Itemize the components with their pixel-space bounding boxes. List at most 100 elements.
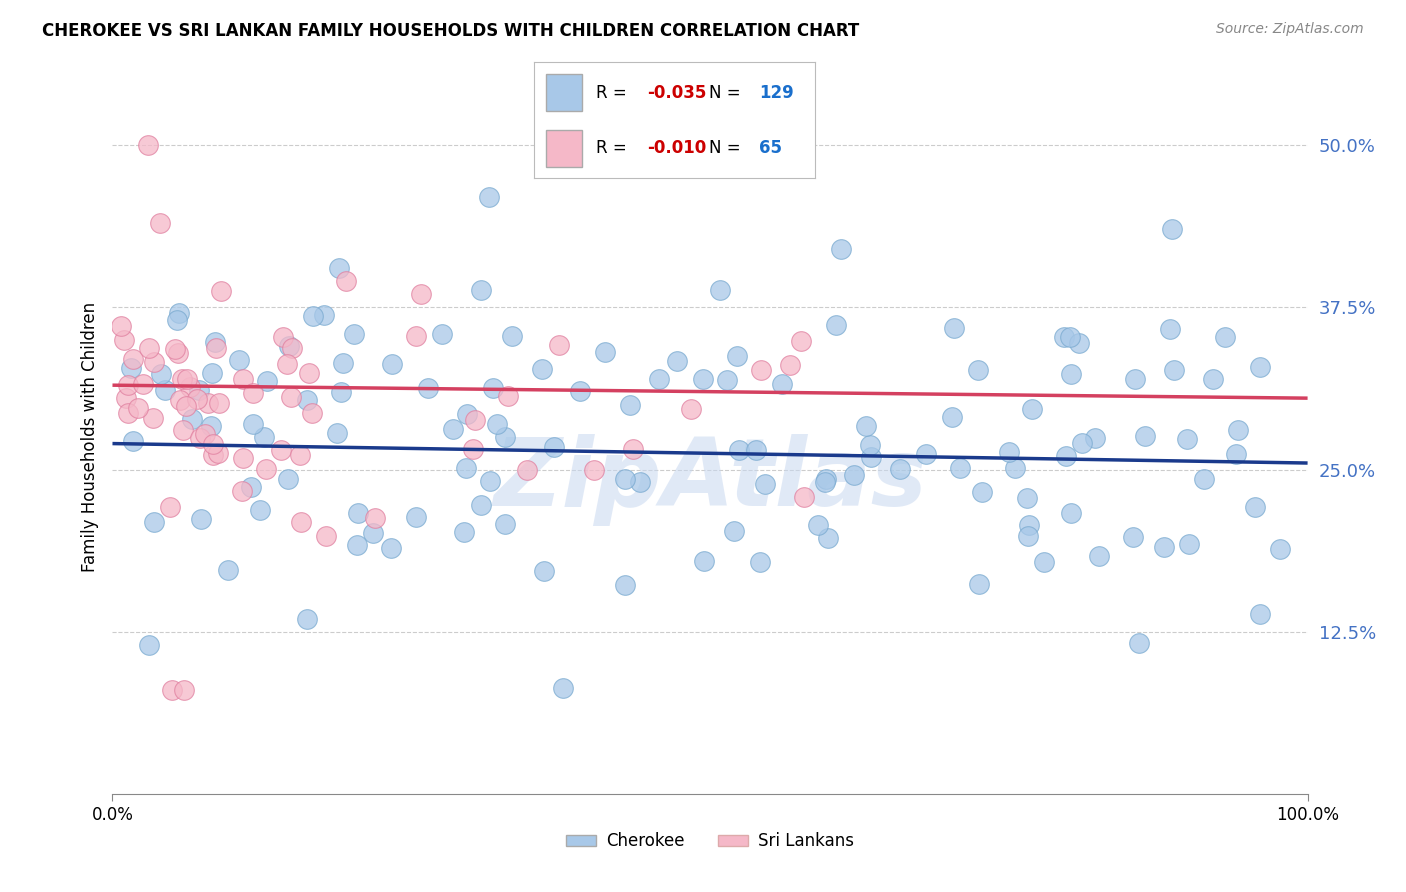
Cherokee [470,498,492,512]
Cherokee [1004,461,1026,475]
Cherokee [967,576,990,591]
Cherokee [1163,363,1185,377]
Sri Lankans [176,371,198,385]
Text: -0.035: -0.035 [647,84,706,102]
Cherokee [814,472,837,486]
Cherokee [814,475,837,489]
Sri Lankans [162,683,183,698]
Sri Lankans [679,401,702,416]
Cherokee [998,445,1021,459]
Cherokee [456,407,478,421]
Cherokee [817,531,839,545]
FancyBboxPatch shape [546,74,582,112]
Cherokee [533,564,555,578]
Cherokee [1018,518,1040,533]
Cherokee [531,362,554,376]
Sri Lankans [115,391,138,405]
Cherokee [692,372,714,386]
Cherokee [1053,330,1076,344]
Cherokee [1088,549,1111,563]
Cherokee [770,377,793,392]
Sri Lankans [165,343,187,357]
Cherokee [942,321,965,335]
Cherokee [1021,402,1043,417]
Sri Lankans [172,372,194,386]
Cherokee [593,344,616,359]
Cherokee [443,421,465,435]
Cherokee [716,373,738,387]
Sri Lankans [288,448,311,462]
Cherokee [494,430,516,444]
Cherokee [709,283,731,297]
Cherokee [361,525,384,540]
Cherokee [825,318,848,333]
Cherokee [1054,449,1077,463]
Cherokee [495,517,517,532]
Cherokee [166,313,188,327]
Sri Lankans [112,333,135,347]
Cherokee [1060,506,1083,520]
Cherokee [1244,500,1267,514]
Cherokee [328,261,350,276]
Cherokee [844,467,866,482]
Cherokee [1071,436,1094,450]
Cherokee [242,417,264,431]
Sri Lankans [208,396,231,410]
Sri Lankans [409,287,432,301]
Sri Lankans [172,423,194,437]
Sri Lankans [143,354,166,368]
Sri Lankans [548,337,571,351]
Cherokee [326,425,349,440]
Sri Lankans [298,366,321,380]
Cherokee [725,349,748,363]
Cherokee [1017,529,1039,543]
Cherokee [314,308,336,322]
Cherokee [346,538,368,552]
Cherokee [859,438,882,452]
Cherokee [941,409,963,424]
Sri Lankans [110,318,132,333]
Cherokee [277,472,299,486]
Cherokee [478,474,501,488]
Cherokee [153,383,176,397]
Sri Lankans [290,516,312,530]
Cherokee [693,554,716,568]
Cherokee [967,363,990,377]
Cherokee [1153,541,1175,555]
Sri Lankans [207,446,229,460]
Cherokee [481,381,503,395]
Cherokee [228,353,250,368]
Cherokee [666,353,689,368]
Cherokee [501,329,523,343]
Cherokee [1159,322,1181,336]
Cherokee [470,283,492,297]
Cherokee [1069,335,1091,350]
Cherokee [543,440,565,454]
Cherokee [1213,330,1236,344]
Sri Lankans [179,380,201,394]
Cherokee [187,383,209,397]
Cherokee [485,417,508,432]
Cherokee [614,472,637,486]
Cherokee [807,518,830,533]
Text: ZipAtlas: ZipAtlas [494,434,927,526]
Cherokee [1133,429,1156,443]
Cherokee [1161,222,1184,236]
Sri Lankans [117,378,139,392]
Cherokee [1202,372,1225,386]
Cherokee [295,612,318,626]
Cherokee [138,638,160,652]
Cherokee [200,419,222,434]
Cherokee [970,484,993,499]
Cherokee [728,443,751,458]
Cherokee [1017,491,1039,505]
Cherokee [329,384,352,399]
Sri Lankans [280,390,302,404]
Cherokee [432,326,454,341]
Cherokee [1270,542,1292,557]
Sri Lankans [149,216,172,230]
Sri Lankans [176,399,198,413]
Cherokee [745,443,768,458]
Sri Lankans [202,436,225,450]
Sri Lankans [117,406,139,420]
